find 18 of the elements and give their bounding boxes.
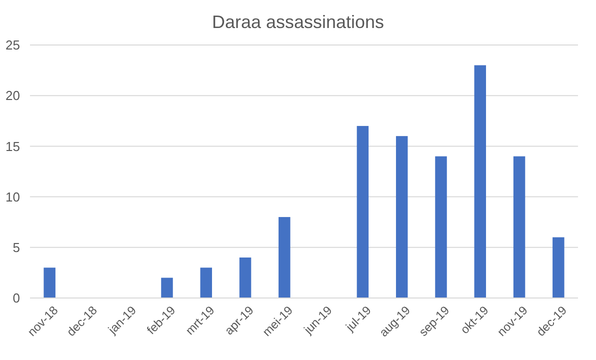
bar [396,136,408,298]
bar [513,156,526,298]
bar [435,156,447,298]
chart-title: Daraa assassinations [212,12,384,32]
bar [356,126,369,298]
y-tick-label: 0 [12,290,20,306]
y-tick-label: 25 [6,38,20,53]
bar [200,268,212,298]
bar [278,217,290,298]
bar [552,237,564,298]
bar [161,278,173,298]
bar [474,65,486,298]
y-tick-label: 15 [6,138,20,154]
y-tick-label: 10 [6,189,20,204]
bar [44,268,56,298]
y-tick-label: 5 [12,240,20,255]
y-tick-label: 20 [6,88,20,104]
bar [239,258,252,298]
